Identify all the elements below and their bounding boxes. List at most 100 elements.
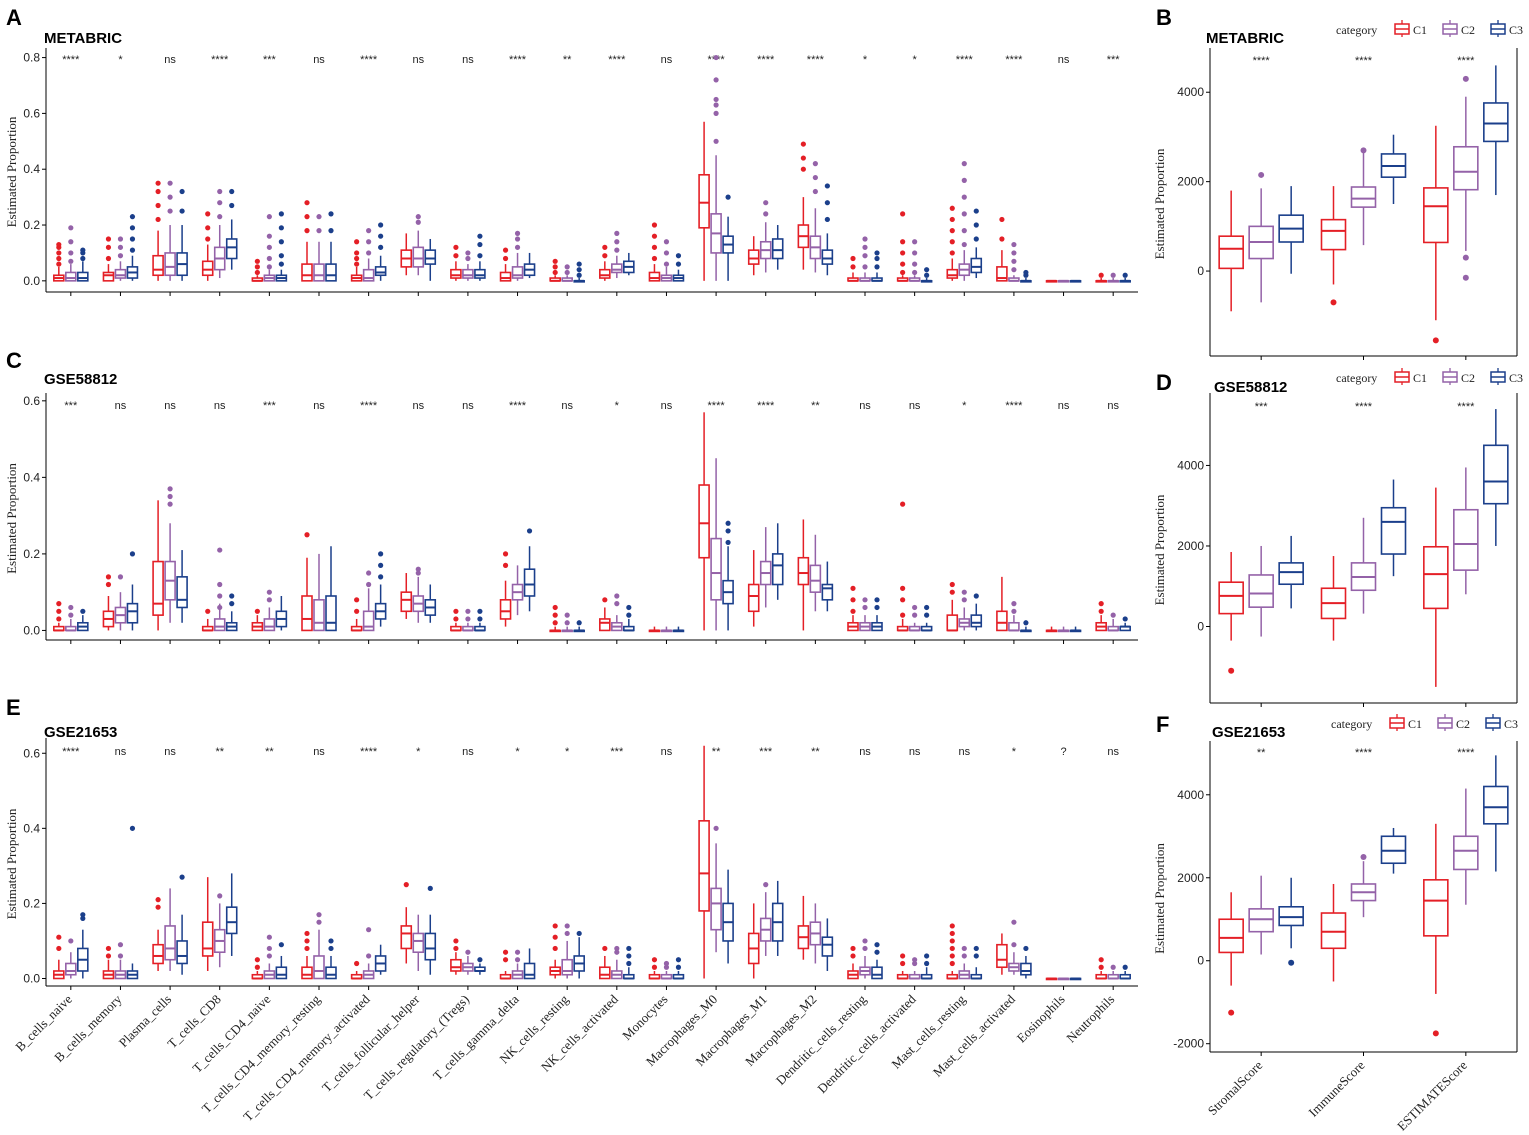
outlier-point <box>316 912 322 918</box>
legend-item-label: C2 <box>1461 371 1475 385</box>
outlier-point <box>961 211 967 217</box>
outlier-point <box>68 225 74 231</box>
legend-item-label: C3 <box>1509 371 1523 385</box>
significance-label: ns <box>909 746 921 758</box>
y-tick-label: 4000 <box>1177 458 1204 472</box>
box-body <box>561 958 573 976</box>
outlier-point <box>602 244 608 250</box>
outlier-point <box>56 945 62 952</box>
box-body <box>611 263 623 274</box>
outlier-point <box>850 953 856 959</box>
box-body <box>698 820 710 912</box>
outlier-point <box>56 250 62 256</box>
box-c2 <box>1248 875 1274 955</box>
box-c2 <box>1453 75 1479 281</box>
outlier-point <box>924 612 930 618</box>
box-body <box>1483 785 1509 825</box>
significance-label: **** <box>1355 747 1373 759</box>
box-c1 <box>301 532 313 632</box>
box-c3 <box>126 825 139 980</box>
box-body <box>152 943 164 965</box>
outlier-point <box>713 96 719 103</box>
outlier-point <box>1110 964 1116 970</box>
significance-label: ns <box>1107 746 1119 758</box>
box-c3 <box>1278 186 1304 274</box>
box-c1 <box>847 585 859 632</box>
outlier-point <box>1011 608 1017 614</box>
box-c1 <box>996 216 1008 282</box>
panel-e: E GSE21653 0.0 0.2 0.4 0.6 Estimated Proportio… <box>4 695 1138 1124</box>
y-tick-label: 0.2 <box>23 547 40 561</box>
outlier-point <box>961 228 967 234</box>
outlier-point <box>874 604 880 611</box>
outlier-point <box>56 241 62 248</box>
significance-label: **** <box>1355 401 1373 413</box>
outlier-point <box>961 597 967 603</box>
box-body <box>263 618 276 632</box>
box-c3 <box>722 520 734 631</box>
outlier-point <box>117 942 124 948</box>
x-category-label: Neutrophils <box>1063 992 1117 1046</box>
outlier-point <box>874 250 880 256</box>
box-c2 <box>511 949 524 980</box>
box-body <box>400 925 413 950</box>
box-c2 <box>611 593 623 632</box>
box-c2 <box>65 604 77 632</box>
outlier-point <box>850 597 856 603</box>
box-c3 <box>970 208 983 279</box>
box-c3 <box>126 214 139 281</box>
outlier-point <box>552 269 558 276</box>
box-c1 <box>1218 190 1244 312</box>
outlier-point <box>1258 171 1265 178</box>
outlier-point <box>862 236 868 242</box>
box-body <box>1008 621 1020 632</box>
box-c3 <box>871 250 883 282</box>
outlier-point <box>1462 75 1469 82</box>
box-body <box>176 940 188 965</box>
box-body <box>275 966 288 980</box>
outlier-point <box>912 612 918 618</box>
box-body <box>362 610 375 632</box>
y-tick-label: 0.4 <box>23 162 40 176</box>
legend: category C1 C2 C3 <box>1331 714 1518 731</box>
outlier-point <box>800 155 806 161</box>
panel-c: C GSE58812 0.0 0.2 0.4 0.6 Estimated Proportio… <box>4 348 1138 644</box>
outlier-point <box>900 250 906 256</box>
box-body <box>325 595 337 632</box>
outlier-point <box>179 188 185 195</box>
outlier-point <box>68 239 74 245</box>
outlier-point <box>651 233 658 239</box>
box-body <box>1380 835 1407 865</box>
box-c1 <box>698 745 710 979</box>
box-c3 <box>374 944 387 975</box>
outlier-point <box>626 945 632 952</box>
outlier-point <box>217 593 223 599</box>
box-c1 <box>53 241 65 282</box>
box-body <box>771 238 784 260</box>
box-c3 <box>1483 409 1509 546</box>
box-c1 <box>53 934 65 980</box>
outlier-point <box>266 264 272 270</box>
box-c1 <box>1423 125 1449 344</box>
box-c3 <box>77 247 89 282</box>
significance-label: **** <box>757 54 775 66</box>
box-c3 <box>325 938 337 980</box>
legend-title: category <box>1336 371 1377 385</box>
y-tick-label: 0.4 <box>23 821 40 835</box>
significance-label: ns <box>214 400 226 412</box>
x-category-label: ImmuneScore <box>1305 1057 1367 1119</box>
box-body <box>65 271 77 282</box>
outlier-point <box>675 261 682 267</box>
box-c1 <box>996 933 1008 975</box>
outlier-point <box>862 945 868 952</box>
x-category-label: StromalScore <box>1205 1057 1266 1118</box>
box-body <box>126 602 139 624</box>
y-tick-label: 0.6 <box>23 394 40 408</box>
box-c2 <box>213 893 226 968</box>
box-c2 <box>511 230 524 281</box>
outlier-point <box>266 934 272 940</box>
box-c2 <box>1107 272 1119 283</box>
outlier-point <box>614 945 620 952</box>
outlier-point <box>354 250 360 256</box>
significance-label: **** <box>1005 400 1023 412</box>
